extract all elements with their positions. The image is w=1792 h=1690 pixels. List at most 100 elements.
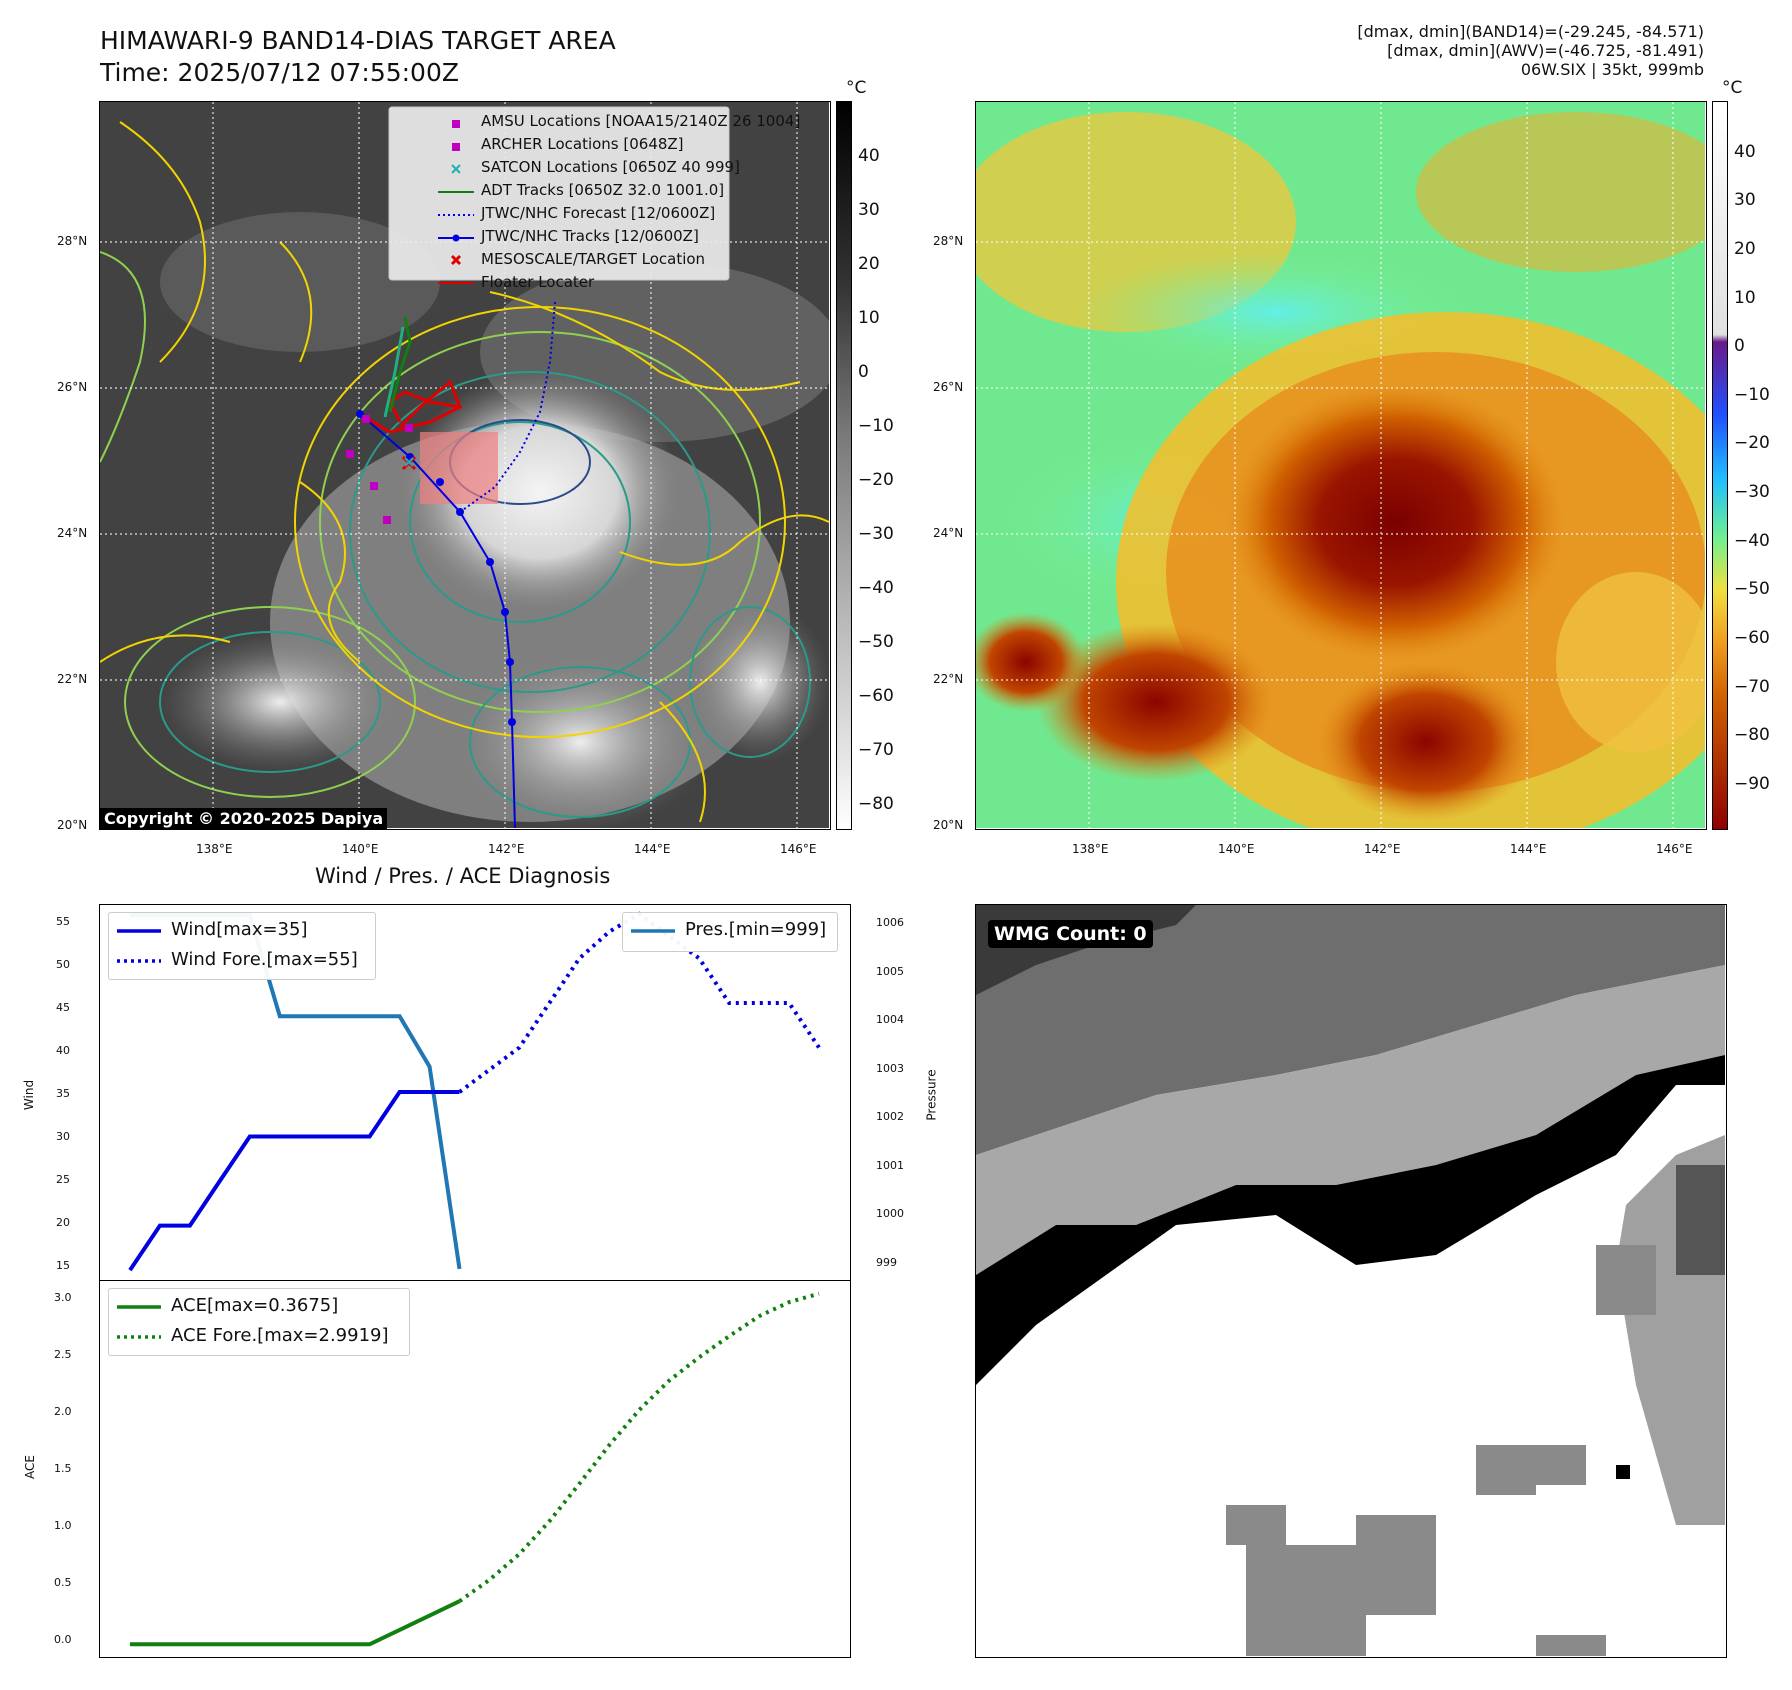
pressure-tick: 1000	[876, 1207, 904, 1220]
ir-tick: 0	[858, 362, 869, 382]
lat-label-24-left: 24°N	[57, 526, 88, 540]
ir-tick: 20	[858, 254, 880, 274]
pressure-tick: 1002	[876, 1110, 904, 1123]
ir-tick: 40	[858, 146, 880, 166]
lon-label-142-left: 142°E	[488, 842, 525, 856]
ace-legend: ACE[max=0.3675] ACE Fore.[max=2.9919]	[108, 1288, 410, 1356]
awv-tick: −50	[1734, 579, 1770, 599]
ir-tick: 30	[858, 200, 880, 220]
ir-tick: −60	[858, 686, 894, 706]
band14-range: [dmax, dmin](BAND14)=(-29.245, -84.571)	[1357, 22, 1704, 41]
pressure-tick: 1003	[876, 1062, 904, 1075]
wind-tick: 45	[56, 1001, 70, 1014]
ir-tick: −70	[858, 740, 894, 760]
figure-time: Time: 2025/07/12 07:55:00Z	[100, 58, 459, 87]
pressure-legend-swatch	[631, 929, 675, 933]
pressure-tick: 1004	[876, 1013, 904, 1026]
ir-tick: −80	[858, 794, 894, 814]
ace-tick: 0.5	[54, 1576, 72, 1589]
lon-label-146-right: 146°E	[1656, 842, 1693, 856]
legend-ace-label: ACE[max=0.3675]	[171, 1295, 339, 1316]
ace-tick: 3.0	[54, 1291, 72, 1304]
ace-plot	[130, 1291, 820, 1647]
awv-tick: 20	[1734, 239, 1756, 259]
awv-colorbar-unit: °C	[1722, 78, 1743, 98]
pressure-tick: 1005	[876, 965, 904, 978]
pressure-tick: 1006	[876, 916, 904, 929]
awv-tick: 0	[1734, 336, 1745, 356]
legend-markers	[388, 106, 730, 284]
lon-label-142-right: 142°E	[1364, 842, 1401, 856]
wind-series-line	[128, 1090, 460, 1272]
wind-legend: Wind[max=35] Wind Fore.[max=55]	[108, 912, 376, 980]
ir-tick: −30	[858, 524, 894, 544]
lat-label-20-left: 20°N	[57, 818, 88, 832]
wind-legend-swatches	[117, 929, 161, 963]
awv-tick: −40	[1734, 531, 1770, 551]
ir-map-canvas	[100, 102, 830, 829]
wind-tick: 55	[56, 915, 70, 928]
legend-pressure-label: Pres.[min=999]	[685, 919, 827, 940]
lat-label-22-left: 22°N	[57, 672, 88, 686]
awv-tick: −90	[1734, 774, 1770, 794]
ace-tick: 0.0	[54, 1633, 72, 1646]
legend-archer: ARCHER Locations [0648Z]	[481, 135, 684, 153]
ir-tick: −20	[858, 470, 894, 490]
figure-title: HIMAWARI-9 BAND14-DIAS TARGET AREA	[100, 26, 616, 55]
wind-tick: 40	[56, 1044, 70, 1057]
wind-tick: 35	[56, 1087, 70, 1100]
wmg-classification-panel	[975, 904, 1727, 1658]
awv-tick: −10	[1734, 385, 1770, 405]
lon-label-146-left: 146°E	[780, 842, 817, 856]
wind-axis-label: Wind	[22, 1079, 37, 1111]
awv-map-canvas	[976, 102, 1706, 829]
ir-tick: −50	[858, 632, 894, 652]
awv-satellite-map	[975, 101, 1707, 830]
awv-tick: 40	[1734, 142, 1756, 162]
awv-tick: −30	[1734, 482, 1770, 502]
ace-tick: 2.0	[54, 1405, 72, 1418]
awv-tick: −70	[1734, 677, 1770, 697]
wind-tick: 25	[56, 1173, 70, 1186]
diagnosis-title: Wind / Pres. / ACE Diagnosis	[315, 864, 611, 888]
copyright-badge: Copyright © 2020-2025 Dapiya	[100, 808, 388, 829]
ir-satellite-map	[99, 101, 831, 830]
wind-tick: 50	[56, 958, 70, 971]
legend-wind-fore-label: Wind Fore.[max=55]	[171, 949, 358, 970]
pressure-legend: Pres.[min=999]	[622, 912, 838, 952]
lat-label-26-left: 26°N	[57, 380, 88, 394]
pressure-tick: 999	[876, 1256, 897, 1269]
ace-forecast-series-line	[458, 1291, 820, 1603]
ace-tick: 1.5	[54, 1462, 72, 1475]
pressure-tick: 1001	[876, 1159, 904, 1172]
map-legend: AMSU Locations [NOAA15/2140Z 26 1004] AR…	[481, 110, 800, 294]
awv-tick: 30	[1734, 190, 1756, 210]
legend-jtwc-tracks: JTWC/NHC Tracks [12/0600Z]	[481, 227, 699, 245]
lat-label-22-right: 22°N	[933, 672, 964, 686]
lon-label-144-right: 144°E	[1510, 842, 1547, 856]
ace-tick: 2.5	[54, 1348, 72, 1361]
ace-chart	[99, 1280, 851, 1658]
lon-label-138-right: 138°E	[1072, 842, 1109, 856]
lon-label-140-right: 140°E	[1218, 842, 1255, 856]
awv-tick: −80	[1734, 725, 1770, 745]
lat-label-24-right: 24°N	[933, 526, 964, 540]
legend-satcon: SATCON Locations [0650Z 40 999]	[481, 158, 740, 176]
wind-tick: 30	[56, 1130, 70, 1143]
legend-wind-label: Wind[max=35]	[171, 919, 308, 940]
lon-label-138-left: 138°E	[196, 842, 233, 856]
awv-tick: −60	[1734, 628, 1770, 648]
wind-tick: 15	[56, 1259, 70, 1272]
awv-tick: −20	[1734, 433, 1770, 453]
legend-adt: ADT Tracks [0650Z 32.0 1001.0]	[481, 181, 725, 199]
ir-tick: −40	[858, 578, 894, 598]
ir-colorbar	[836, 101, 852, 830]
legend-floater: Floater Locater	[481, 273, 595, 291]
lon-label-144-left: 144°E	[634, 842, 671, 856]
ace-series-line	[130, 1599, 461, 1647]
lon-label-140-left: 140°E	[342, 842, 379, 856]
lat-label-28-right: 28°N	[933, 234, 964, 248]
legend-mesoscale: MESOSCALE/TARGET Location	[481, 250, 706, 268]
ir-tick: 10	[858, 308, 880, 328]
storm-info: [dmax, dmin](BAND14)=(-29.245, -84.571) …	[1357, 22, 1704, 79]
